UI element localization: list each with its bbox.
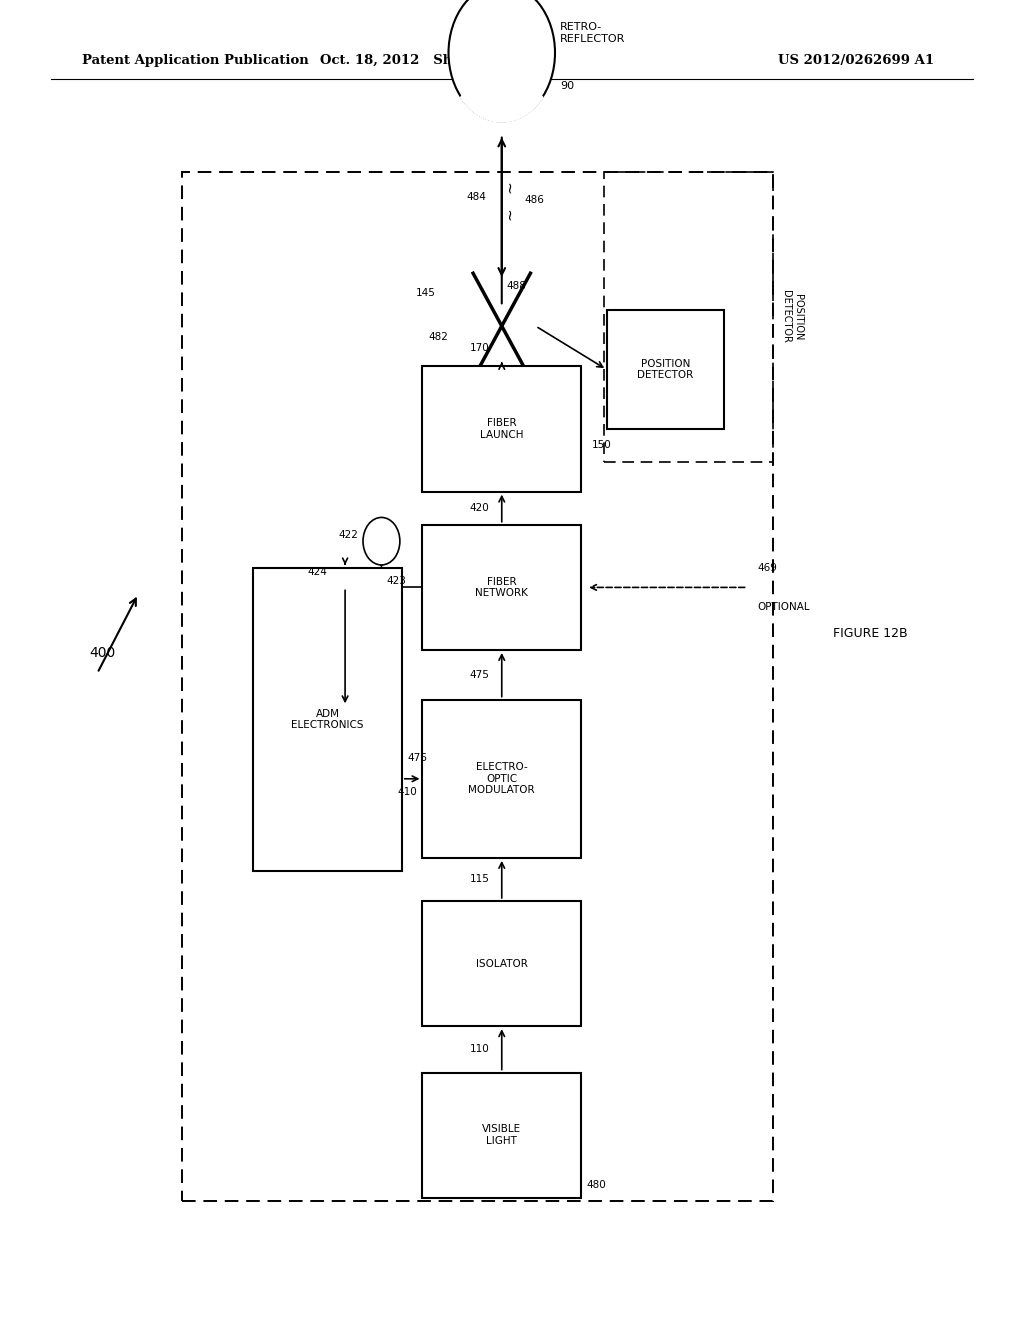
Text: 480: 480 bbox=[586, 1180, 606, 1189]
Text: 422: 422 bbox=[338, 529, 358, 540]
Text: 488: 488 bbox=[507, 281, 526, 292]
Bar bbox=[422, 900, 582, 1027]
Bar bbox=[422, 1072, 582, 1199]
Bar bbox=[422, 524, 582, 649]
Text: 482: 482 bbox=[429, 331, 449, 342]
Text: FIBER
NETWORK: FIBER NETWORK bbox=[475, 577, 528, 598]
Circle shape bbox=[362, 517, 399, 565]
Text: 423: 423 bbox=[387, 576, 407, 586]
Text: POSITION
DETECTOR: POSITION DETECTOR bbox=[638, 359, 693, 380]
Text: 424: 424 bbox=[308, 566, 328, 577]
Text: FIGURE 12B: FIGURE 12B bbox=[834, 627, 907, 640]
Text: Oct. 18, 2012   Sheet 15 of 17: Oct. 18, 2012 Sheet 15 of 17 bbox=[321, 54, 540, 67]
Circle shape bbox=[449, 0, 555, 121]
Text: 486: 486 bbox=[524, 195, 544, 205]
Text: 484: 484 bbox=[467, 193, 486, 202]
Text: ADM
ELECTRONICS: ADM ELECTRONICS bbox=[292, 709, 364, 730]
Bar bbox=[422, 366, 582, 491]
Text: FIBER
LAUNCH: FIBER LAUNCH bbox=[480, 418, 523, 440]
Text: 110: 110 bbox=[470, 1044, 489, 1055]
Text: 476: 476 bbox=[408, 752, 427, 763]
Text: 150: 150 bbox=[592, 440, 611, 450]
Text: 145: 145 bbox=[416, 288, 435, 298]
Text: 420: 420 bbox=[470, 503, 489, 513]
Text: 170: 170 bbox=[470, 343, 489, 352]
Text: 475: 475 bbox=[470, 669, 489, 680]
Text: 90: 90 bbox=[560, 81, 574, 91]
Text: ISOLATOR: ISOLATOR bbox=[476, 958, 527, 969]
Bar bbox=[604, 172, 773, 462]
Bar bbox=[422, 700, 582, 858]
Text: RETRO-
REFLECTOR: RETRO- REFLECTOR bbox=[560, 22, 626, 44]
Text: Patent Application Publication: Patent Application Publication bbox=[82, 54, 308, 67]
Text: OPTIONAL: OPTIONAL bbox=[758, 602, 810, 612]
Text: US 2012/0262699 A1: US 2012/0262699 A1 bbox=[778, 54, 934, 67]
Bar bbox=[254, 568, 401, 871]
Text: 469: 469 bbox=[758, 562, 777, 573]
Text: VISIBLE
LIGHT: VISIBLE LIGHT bbox=[482, 1125, 521, 1146]
Text: ~: ~ bbox=[503, 181, 517, 193]
Text: ELECTRO-
OPTIC
MODULATOR: ELECTRO- OPTIC MODULATOR bbox=[468, 762, 536, 796]
Bar bbox=[182, 172, 773, 1201]
Text: 115: 115 bbox=[470, 874, 489, 884]
Text: POSITION
DETECTOR: POSITION DETECTOR bbox=[781, 290, 803, 343]
Wedge shape bbox=[461, 71, 543, 123]
Bar bbox=[606, 310, 725, 429]
Text: 400: 400 bbox=[89, 647, 116, 660]
Text: 410: 410 bbox=[397, 787, 418, 797]
Text: ~: ~ bbox=[503, 207, 517, 219]
